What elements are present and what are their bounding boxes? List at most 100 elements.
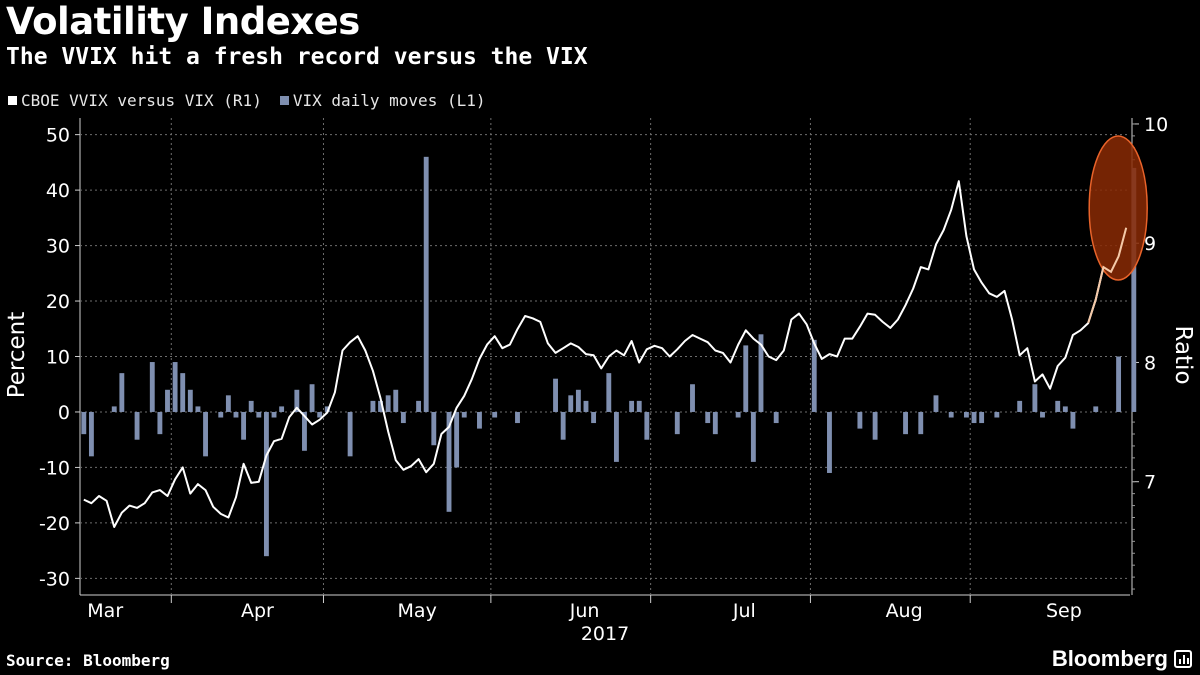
vix-bar	[918, 411, 924, 435]
vix-bar	[317, 411, 323, 418]
vix-bar	[636, 400, 642, 412]
y-tick-label-right: 10	[1144, 114, 1168, 136]
vvix-ratio-line-highlight	[1087, 227, 1128, 324]
vix-bar	[378, 400, 383, 412]
legend-swatch-bars	[279, 96, 289, 105]
vix-bar	[568, 395, 574, 412]
vix-bar	[591, 411, 597, 424]
vix-bar	[948, 411, 954, 418]
y-tick-label-right: 8	[1144, 352, 1156, 374]
vix-bar	[674, 411, 680, 435]
chart-title: Volatility Indexes	[6, 0, 360, 43]
y-tick-label-left: 0	[58, 402, 70, 424]
y-axis-title-left: Percent	[4, 312, 30, 399]
vix-bar	[583, 400, 589, 412]
vix-bar	[393, 389, 399, 412]
y-tick-label-left: -20	[39, 513, 70, 535]
vix-bar	[302, 411, 307, 451]
vix-bar	[195, 406, 201, 412]
vix-bar	[111, 406, 117, 412]
vix-bar	[735, 411, 741, 418]
legend-label-vvix-ratio: CBOE VVIX versus VIX (R1)	[21, 91, 262, 110]
y-tick-label-left: -10	[39, 457, 70, 479]
vix-bar	[690, 384, 695, 412]
vix-bar	[963, 411, 969, 418]
vix-bar	[416, 400, 422, 412]
vix-bar	[743, 345, 749, 412]
y-tick-label-right: 9	[1144, 233, 1156, 255]
y-tick-label-left: 50	[46, 125, 70, 147]
vix-bar	[629, 400, 635, 412]
bloomberg-chart-icon	[1174, 650, 1192, 668]
x-tick-label-month: Aug	[886, 600, 923, 622]
vix-bar	[256, 411, 262, 418]
vix-bar	[477, 411, 482, 429]
vix-bar	[613, 411, 619, 462]
vix-bar	[165, 389, 170, 412]
vix-bar	[933, 395, 939, 412]
legend-swatch-line	[8, 96, 17, 105]
vix-bar	[712, 411, 718, 435]
vix-bar	[294, 389, 300, 412]
vvix-ratio-line	[83, 180, 1128, 528]
vix-bar	[872, 411, 878, 440]
vix-bar	[157, 411, 163, 435]
vix-bar	[606, 373, 612, 412]
vix-bar	[1093, 406, 1099, 412]
vix-bar	[279, 406, 285, 412]
vix-bar	[370, 400, 376, 412]
vix-bar	[149, 362, 155, 412]
vix-bar	[857, 411, 863, 429]
vix-bar	[180, 373, 186, 412]
vix-bar	[1055, 400, 1061, 412]
vix-bar	[385, 395, 391, 412]
source-note: Source: Bloomberg	[6, 651, 170, 670]
x-axis-year-label: 2017	[581, 623, 629, 645]
vix-bar	[119, 373, 125, 412]
vix-bar	[172, 362, 178, 412]
vix-bar	[575, 389, 581, 412]
vix-bar	[88, 411, 94, 457]
x-tick-label-month: May	[398, 600, 437, 622]
vix-bar	[446, 411, 452, 512]
legend: CBOE VVIX versus VIX (R1) VIX daily move…	[8, 91, 485, 110]
y-tick-label-left: 40	[46, 180, 70, 202]
vix-bar	[218, 411, 224, 418]
vix-bar	[758, 334, 764, 412]
vix-bar	[431, 411, 437, 446]
vix-bar	[400, 411, 406, 424]
vix-bar	[271, 411, 277, 418]
vix-bar	[134, 411, 140, 440]
bloomberg-logo: Bloomberg	[1052, 646, 1192, 672]
vix-bar	[773, 411, 779, 424]
vix-bar	[233, 411, 239, 418]
vix-bar	[644, 411, 650, 440]
vix-bar	[994, 411, 1000, 418]
vix-bar	[1017, 400, 1023, 412]
vix-bar	[263, 411, 269, 557]
vix-bar	[248, 400, 254, 412]
vix-bar	[203, 411, 208, 457]
y-tick-label-left: 20	[46, 291, 70, 313]
vix-bar	[309, 384, 315, 412]
vix-bar	[515, 411, 520, 424]
brand-name: Bloomberg	[1051, 646, 1168, 671]
y-axis-title-right: Ratio	[1170, 325, 1196, 384]
y-tick-label-right: 7	[1144, 472, 1156, 494]
vix-bar	[705, 411, 711, 424]
vix-bar	[1131, 167, 1137, 412]
vix-bar	[1062, 406, 1068, 412]
vix-bar	[560, 411, 566, 440]
chart-subtitle: The VVIX hit a fresh record versus the V…	[6, 44, 588, 70]
vix-bar	[1070, 411, 1076, 429]
vix-bar	[81, 411, 87, 435]
legend-item-vix-moves: VIX daily moves (L1)	[279, 91, 485, 110]
vix-bar	[1116, 356, 1122, 412]
y-tick-label-left: -30	[39, 568, 70, 590]
x-tick-label-month: Jun	[569, 600, 600, 622]
vix-bar	[750, 411, 756, 462]
vix-bar	[1032, 384, 1038, 412]
y-tick-label-left: 30	[46, 236, 70, 258]
vix-bar	[811, 339, 817, 412]
